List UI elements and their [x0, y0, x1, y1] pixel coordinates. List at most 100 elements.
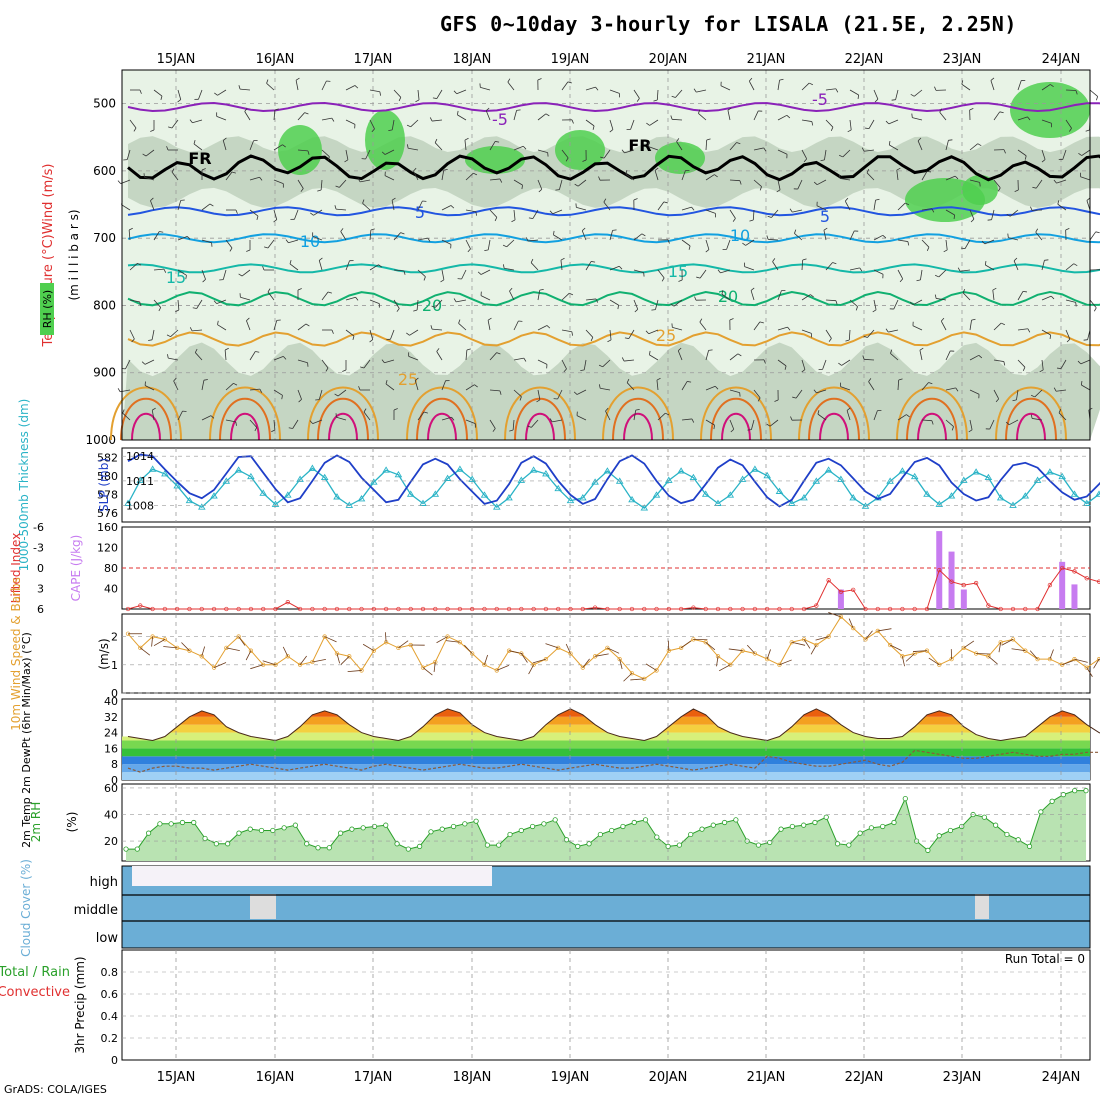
wind-barb	[825, 329, 832, 339]
wind10m-barb	[746, 644, 756, 654]
wind-barb	[1017, 149, 1027, 157]
thickness-tick: 576	[97, 507, 118, 520]
wind-barb-flag	[496, 352, 501, 355]
wind-barb-flag	[423, 411, 428, 414]
wind-barb	[339, 179, 347, 188]
wind-barb	[1016, 389, 1019, 400]
wind-barb-flag	[978, 355, 983, 359]
rh2m-marker	[755, 842, 762, 848]
wind-barb-flag	[509, 287, 513, 292]
wind-barb-flag	[304, 112, 309, 115]
wind-barb-flag	[984, 260, 987, 266]
wind-barb	[840, 178, 851, 181]
wind-barb-flag	[882, 235, 887, 239]
li-tick: -6	[33, 521, 44, 534]
slp-tick: 1014	[126, 450, 154, 463]
wind-barb-flag	[595, 86, 599, 91]
wind-barb	[609, 299, 619, 306]
wind-barb	[705, 239, 710, 250]
wind-barb-flag	[910, 93, 915, 97]
wind-barb	[625, 173, 635, 181]
wind10m-barb	[324, 636, 337, 643]
wind-barb	[1056, 179, 1067, 184]
wind-barb	[441, 416, 452, 421]
wind-barb-flag	[371, 128, 375, 133]
wind-barb	[369, 89, 380, 93]
wind-barb	[222, 140, 227, 151]
wind-barb-flag	[189, 327, 193, 332]
wind10m-barb	[619, 659, 623, 670]
thickness-marker	[910, 472, 919, 480]
wind-barb-flag	[864, 127, 870, 130]
wind10m-barb	[998, 642, 1002, 653]
wind-barb-flag	[641, 233, 646, 237]
wind-barb	[532, 209, 539, 219]
wind-barb	[1065, 299, 1076, 303]
thickness-marker	[923, 490, 931, 497]
wind-barb-flag	[1053, 179, 1057, 184]
wind-barb	[603, 201, 611, 211]
wind-barb-flag	[979, 182, 981, 187]
wind-barb-flag	[1075, 302, 1077, 307]
wind-barb	[1041, 119, 1052, 124]
wind-barb-flag	[810, 294, 814, 298]
wind-barb	[321, 149, 330, 157]
isotherm-25	[127, 331, 1100, 347]
wind-barb-flag	[605, 407, 609, 412]
wind-barb-flag	[916, 279, 921, 282]
lifted-index-marker	[1084, 576, 1089, 581]
wind10m-barb	[766, 649, 771, 660]
wind-barb	[648, 146, 659, 151]
wind-barb	[750, 290, 755, 301]
wind-barb-flag	[1095, 231, 1100, 234]
wind-barb	[576, 389, 587, 395]
wind-barb-flag	[262, 266, 265, 271]
wind-barb-flag	[379, 91, 382, 96]
wind-barb	[727, 110, 731, 121]
wind-barb-flag	[340, 228, 344, 232]
wind-barb	[129, 299, 140, 303]
wind-barb-flag	[285, 239, 289, 243]
wind-barb-flag	[677, 347, 682, 352]
thickness-marker	[468, 475, 476, 482]
wind-barb	[151, 329, 155, 340]
rh2m-marker	[179, 819, 186, 826]
lifted-index-marker	[396, 606, 401, 612]
wind-barb	[312, 236, 323, 241]
wind-barb-flag	[413, 309, 418, 312]
wind-barb	[990, 80, 995, 91]
wind-barb-flag	[453, 90, 458, 95]
wind-barb-flag	[194, 348, 198, 353]
rh2m-marker	[654, 834, 660, 840]
wind-barb-flag	[896, 167, 901, 171]
wind-barb-flag	[859, 267, 863, 272]
wind-barb-flag	[1088, 407, 1093, 411]
wind-barb	[769, 419, 779, 427]
wind10m-barb	[433, 661, 436, 672]
lifted-index-marker	[138, 603, 143, 608]
wind-barb-flag	[289, 260, 292, 265]
wind-barb	[583, 359, 587, 370]
rh2m-marker	[880, 823, 886, 830]
wind-barb-flag	[581, 227, 586, 232]
wind-barb	[297, 149, 308, 152]
rh2m-marker	[168, 821, 174, 827]
rh-legend-label: RH (%)	[41, 290, 54, 328]
lifted-index-marker	[494, 606, 499, 612]
wind10m-barb	[1011, 648, 1026, 652]
wind-barb-flag	[1049, 334, 1052, 340]
thickness-marker	[259, 489, 267, 496]
thickness-marker	[406, 490, 415, 497]
lifted-index-marker	[519, 606, 524, 612]
wind-barb	[151, 410, 155, 421]
wind-barb-flag	[1013, 257, 1018, 262]
wind10m-barb	[340, 656, 350, 665]
wind-barb-flag	[687, 381, 692, 383]
grads-credit: GrADS: COLA/IGES	[4, 1083, 107, 1096]
wind-barb-flag	[934, 294, 937, 299]
wind-barb	[417, 411, 425, 421]
wind-barb-flag	[591, 261, 596, 263]
isotherm-5	[127, 206, 1100, 217]
wind-barb-flag	[133, 127, 137, 132]
rh2m-marker	[1004, 831, 1010, 838]
